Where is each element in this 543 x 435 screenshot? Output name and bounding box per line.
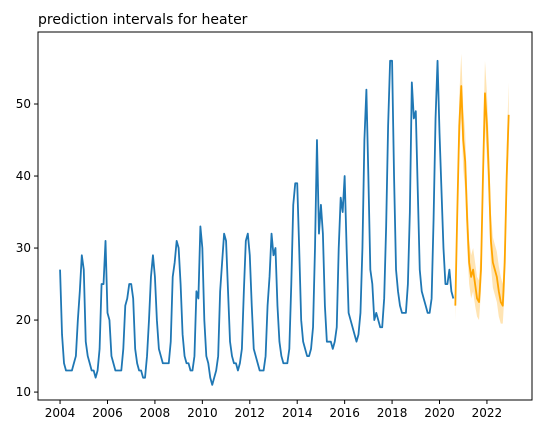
y-tick-label: 30 <box>16 241 31 255</box>
y-tick-label: 20 <box>16 313 31 327</box>
y-tick-label: 40 <box>16 169 31 183</box>
x-tick-label: 2020 <box>424 406 455 420</box>
chart-title: prediction intervals for heater <box>38 12 248 28</box>
plot-frame <box>37 31 533 401</box>
x-tick-label: 2018 <box>377 406 408 420</box>
x-tick-label: 2022 <box>472 406 503 420</box>
series-line <box>59 59 455 386</box>
x-tick-label: 2004 <box>45 406 76 420</box>
x-tick-label: 2010 <box>187 406 218 420</box>
x-tick-label: 2014 <box>282 406 313 420</box>
x-tick-label: 2012 <box>235 406 266 420</box>
y-tick-label: 10 <box>16 385 31 399</box>
x-tick-label: 2008 <box>140 406 171 420</box>
y-tick-label: 50 <box>16 97 31 111</box>
x-tick-label: 2006 <box>92 406 123 420</box>
series-line <box>454 85 510 307</box>
x-tick-label: 2016 <box>329 406 360 420</box>
